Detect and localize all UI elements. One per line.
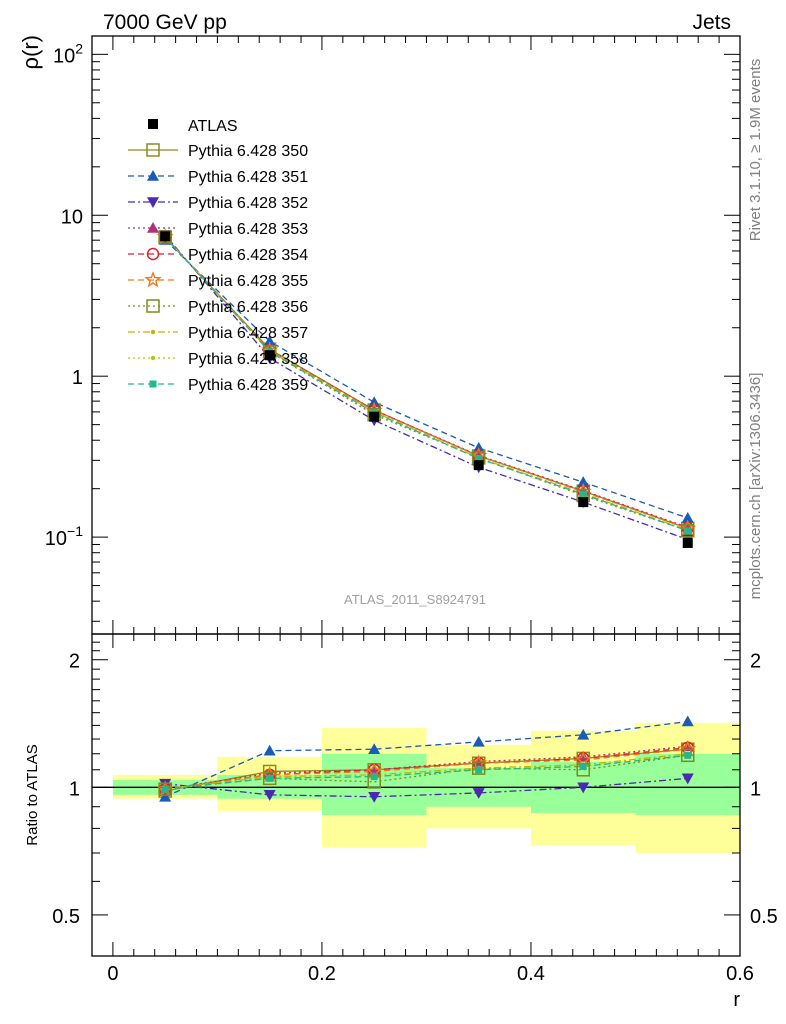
series-line-ratio-2 — [165, 777, 688, 798]
x-tick-label-1: 0.2 — [308, 963, 336, 985]
main-y-tick-label-3: 102 — [53, 40, 83, 67]
series-marker-ratio-6-3 — [471, 761, 486, 775]
series-marker-ratio-3-4 — [577, 750, 590, 762]
rivet-version-label: Rivet 3.1.10, ≥ 1.9M events — [747, 59, 764, 242]
series-marker-ratio-1-0 — [159, 790, 172, 802]
series-marker-ratio-2-3 — [472, 788, 485, 799]
legend-marker-0 — [146, 143, 160, 157]
y-axis-label-ratio: Ratio to ATLAS — [24, 744, 41, 845]
legend-marker-5 — [144, 271, 162, 288]
series-marker-main-6-5 — [680, 524, 695, 538]
ratio-y-tick-label-left-0: 0.5 — [52, 906, 80, 928]
series-line-ratio-1 — [164, 720, 688, 798]
legend-label-9: Pythia 6.428 359 — [188, 377, 308, 394]
header-right: Jets — [692, 11, 731, 34]
ratio-y-tick-label-right-2: 2 — [750, 651, 761, 673]
series-marker-main-1-5 — [681, 511, 694, 523]
legend-label-3: Pythia 6.428 353 — [188, 221, 308, 238]
series-marker-main-1-2 — [368, 396, 381, 408]
atlas-data-point-3 — [473, 460, 484, 471]
series-marker-ratio-9-0 — [161, 785, 169, 793]
series-marker-ratio-1-2 — [368, 743, 381, 755]
ratio-y-tick-label-left-1: 1 — [69, 778, 80, 800]
series-marker-main-9-5 — [684, 527, 692, 535]
series-marker-main-9-4 — [579, 490, 587, 498]
series-marker-ratio-1-1 — [263, 744, 276, 756]
main-y-tick-label-1: 1 — [72, 367, 83, 389]
x-tick-label-2: 0.4 — [517, 963, 545, 985]
legend-label-0: Pythia 6.428 350 — [188, 143, 308, 160]
series-marker-ratio-9-3 — [475, 766, 483, 774]
series-line-ratio-7 — [165, 753, 688, 790]
series-marker-ratio-2-5 — [681, 773, 694, 785]
y-axis-label-main: ρ(r) — [18, 35, 43, 70]
series-marker-ratio-1-3 — [472, 735, 485, 747]
atlas-data-point-2 — [369, 411, 380, 422]
legend-label-7: Pythia 6.428 357 — [188, 325, 308, 342]
series-marker-ratio-2-2 — [368, 791, 381, 803]
series-marker-main-1-1 — [263, 335, 276, 347]
series-marker-ratio-9-1 — [266, 774, 274, 782]
series-marker-ratio-2-4 — [577, 782, 590, 794]
series-marker-ratio-1-4 — [577, 728, 590, 740]
series-marker-main-1-4 — [577, 476, 590, 487]
series-marker-main-6-0 — [158, 230, 172, 244]
legend-marker-1 — [147, 170, 159, 181]
atlas-data-point-0 — [160, 231, 171, 242]
series-marker-ratio-9-4 — [579, 762, 587, 770]
series-line-main-2 — [164, 234, 688, 541]
legend-marker-8 — [150, 355, 156, 361]
series-marker-ratio-9-5 — [684, 751, 692, 759]
legend-marker-6 — [146, 299, 160, 313]
ratio-panel-frame — [91, 633, 741, 957]
x-tick-label-0: 0 — [107, 963, 118, 985]
series-line-main-1 — [164, 239, 688, 519]
legend-marker-atlas — [148, 119, 158, 129]
ratio-y-tick-label-right-0: 0.5 — [750, 906, 778, 928]
legend-marker-4 — [146, 247, 160, 261]
legend-marker-3 — [147, 222, 159, 233]
atlas-data-point-5 — [682, 537, 693, 548]
atlas-data-point-4 — [578, 497, 589, 508]
series-line-ratio-4 — [165, 747, 688, 790]
ratio-y-tick-label-right-1: 1 — [750, 778, 761, 800]
series-marker-ratio-6-5 — [680, 748, 695, 763]
legend-label-2: Pythia 6.428 352 — [188, 195, 308, 212]
legend-label-6: Pythia 6.428 356 — [188, 299, 308, 316]
legend-marker-9 — [149, 380, 157, 388]
legend-marker-7 — [150, 329, 156, 335]
ratio-y-tick-label-left-2: 2 — [69, 651, 80, 673]
band-inner-5 — [635, 753, 740, 816]
series-marker-ratio-9-2 — [370, 773, 378, 781]
atlas-data-point-1 — [264, 350, 275, 361]
legend-marker-2 — [147, 197, 159, 208]
main-y-tick-label-2: 10 — [61, 206, 83, 228]
series-marker-main-9-3 — [475, 454, 483, 462]
series-marker-ratio-2-1 — [263, 790, 276, 801]
x-axis-label: r — [733, 989, 740, 1011]
x-tick-label-3: 0.6 — [726, 963, 754, 985]
legend-label-8: Pythia 6.428 358 — [188, 351, 308, 368]
series-line-ratio-9 — [165, 754, 688, 790]
legend-label-atlas: ATLAS — [188, 118, 238, 135]
header-left: 7000 GeV pp — [103, 11, 227, 34]
main-y-tick-label-0: 10−1 — [45, 523, 83, 550]
series-line-main-9 — [164, 236, 688, 532]
series-marker-ratio-3-5 — [681, 740, 694, 752]
mcplots-reference-label: mcplots.cern.ch [arXiv:1306.3436] — [747, 373, 764, 600]
legend-label-4: Pythia 6.428 354 — [188, 247, 308, 264]
legend-label-1: Pythia 6.428 351 — [188, 169, 308, 186]
series-line-main-5 — [164, 236, 688, 530]
series-marker-ratio-1-5 — [681, 715, 694, 727]
series-marker-ratio-6-0 — [158, 782, 172, 796]
legend-label-5: Pythia 6.428 355 — [188, 273, 308, 290]
series-line-ratio-5 — [165, 748, 688, 790]
series-marker-ratio-6-1 — [262, 771, 277, 786]
analysis-watermark: ATLAS_2011_S8924791 — [344, 592, 486, 607]
